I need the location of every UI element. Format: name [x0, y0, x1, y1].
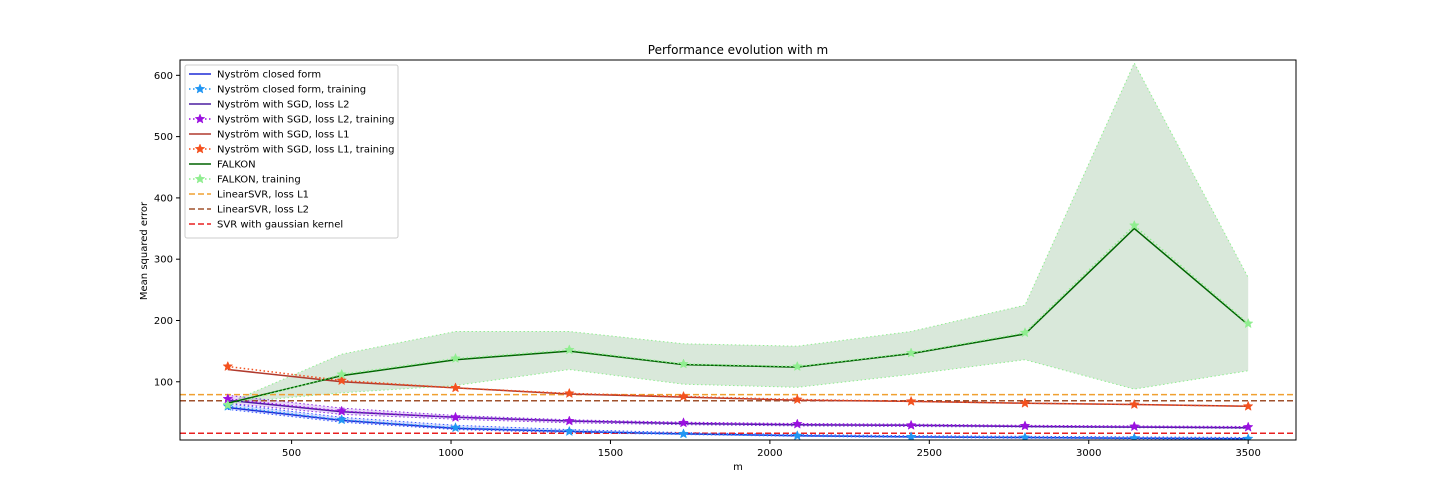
x-tick-label: 3500	[1235, 448, 1260, 459]
legend-entry-label: Nyström closed form	[217, 70, 321, 81]
series-2-point	[450, 422, 461, 433]
legend-box	[184, 64, 399, 239]
series-6-point	[563, 387, 575, 399]
confidence-band-1	[227, 63, 1249, 404]
plot-content	[180, 61, 1296, 440]
series-line-6	[227, 365, 1249, 408]
legend: Nyström closed form Nyström closed form, …	[184, 64, 399, 239]
legend-entry-label: LinearSVR, loss L1	[217, 190, 309, 201]
x-tick-label: 2000	[757, 448, 782, 459]
legend-swatch-marker	[194, 173, 206, 184]
y-tick-label: 600	[154, 71, 173, 82]
series-6-point	[791, 393, 803, 405]
x-tick-label: 3000	[1076, 448, 1101, 459]
legend-entry-label: LinearSVR, loss L2	[217, 205, 309, 216]
series-8-point	[563, 344, 575, 355]
series-6-point	[336, 374, 348, 386]
series-8-point	[222, 399, 234, 410]
series-line-7	[227, 227, 1249, 404]
y-tick-label: 300	[154, 255, 173, 266]
legend-entry-label: Nyström with SGD, loss L1	[217, 130, 349, 141]
x-axis-label: m	[733, 462, 743, 473]
series-4-point	[336, 405, 348, 416]
legend-swatch-marker	[194, 113, 206, 124]
chart-title: Performance evolution with m	[648, 43, 828, 57]
legend-entry-label: Nyström with SGD, loss L2	[217, 100, 349, 111]
plot-area	[180, 61, 1296, 440]
series-8-point	[905, 347, 917, 358]
series-4-point	[791, 418, 803, 429]
y-tick-label: 500	[154, 132, 173, 143]
series-6-point	[678, 390, 689, 402]
series-4-point	[905, 419, 917, 430]
legend-entry-label: FALKON, training	[217, 175, 301, 186]
series-4-point	[1128, 420, 1140, 432]
plot-frame	[179, 59, 1297, 441]
confidence-band-upper-edge-2	[227, 403, 1249, 438]
y-axis-label: Mean squared error	[139, 201, 150, 300]
series-8-point	[1019, 327, 1031, 338]
series-2-point	[905, 431, 917, 440]
legend-entry-label: Nyström closed form, training	[217, 85, 366, 96]
series-4-point	[450, 411, 461, 422]
series-4-point	[563, 415, 575, 426]
axes: 500 1000 1500 2000 2500 3000 3500 100 200 300 400 5…	[154, 59, 1297, 459]
series-8-point	[336, 368, 348, 380]
series-6-point	[1019, 397, 1031, 408]
legend-swatch-marker	[194, 83, 206, 94]
legend-swatch-marker	[194, 143, 206, 154]
legend-entry-label: FALKON	[217, 160, 256, 171]
series-2-point	[791, 430, 803, 440]
series-8-point	[450, 352, 461, 364]
series-6-point	[1242, 400, 1254, 411]
series-8-point	[1242, 317, 1254, 329]
series-6-point	[1128, 398, 1140, 410]
series-6-point	[905, 395, 917, 406]
y-tick-label: 200	[154, 316, 173, 327]
y-tick-label: 400	[154, 193, 173, 204]
x-tick-label: 1000	[438, 448, 463, 459]
legend-entry-label: SVR with gaussian kernel	[217, 220, 343, 231]
series-6-point	[450, 382, 461, 393]
series-2-point	[1242, 433, 1254, 440]
x-tick-label: 2500	[917, 448, 942, 459]
y-tick-label: 100	[154, 377, 173, 388]
legend-entry-label: Nyström with SGD, loss L1, training	[217, 145, 395, 156]
series-2-point	[336, 414, 348, 425]
series-line-2	[227, 405, 1249, 440]
series-6-point	[222, 360, 234, 372]
series-2-point	[678, 428, 689, 439]
series-8-point	[678, 358, 689, 369]
series-4-point	[1242, 421, 1254, 432]
series-4-point	[678, 417, 689, 428]
series-2-point	[563, 425, 575, 437]
series-8-point	[1128, 219, 1140, 231]
series-8-point	[791, 360, 803, 372]
series-line-4	[227, 398, 1249, 428]
legend-entry-label: Nyström with SGD, loss L2, training	[217, 115, 395, 126]
x-tick-label: 1500	[598, 448, 623, 459]
x-tick-label: 500	[282, 448, 301, 459]
series-4-point	[1019, 420, 1031, 431]
series-2-point	[1128, 432, 1140, 440]
